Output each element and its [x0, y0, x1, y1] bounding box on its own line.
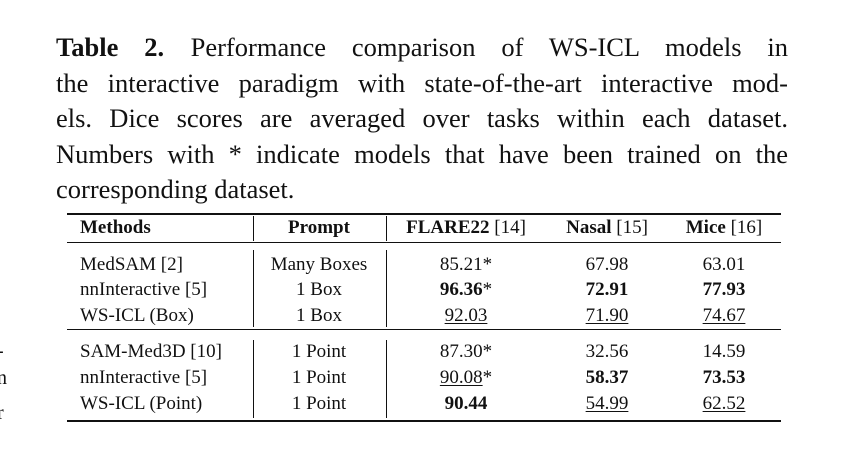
cell-value: 1 Point	[291, 393, 347, 414]
table-cell: nnInteractive [5]	[80, 367, 207, 389]
cell-value: 71.90	[585, 305, 629, 326]
margin-fragment: n	[0, 367, 7, 389]
cell-note: *	[482, 279, 493, 300]
table-cell: WS-ICL (Point)	[80, 393, 202, 415]
header-cell: FLARE22 [14]	[366, 217, 566, 239]
header-name: FLARE22	[406, 217, 490, 238]
cell-value: 67.98	[585, 254, 629, 275]
header-cell: Methods	[80, 217, 151, 239]
table-cell: 92.03	[366, 305, 566, 327]
cell-value: 72.91	[585, 279, 629, 300]
column-divider	[386, 216, 387, 241]
table-cell: 14.59	[624, 341, 824, 363]
header-cell: Mice [16]	[624, 217, 824, 239]
cell-value: nnInteractive [5]	[80, 279, 208, 300]
table-cell: MedSAM [2]	[80, 254, 183, 276]
cell-value: MedSAM [2]	[80, 254, 183, 275]
table-cell: 54.99	[507, 393, 707, 415]
table-cell: 1 Point	[219, 367, 419, 389]
cell-value: 90.44	[444, 393, 488, 414]
table-cell: 32.56	[507, 341, 707, 363]
column-divider	[253, 250, 254, 327]
cell-value: 63.01	[702, 254, 746, 275]
table-cell: 1 Point	[219, 341, 419, 363]
column-divider	[253, 340, 254, 418]
cell-value: SAM-Med3D [10]	[80, 341, 222, 362]
cell-value: 58.37	[585, 367, 629, 388]
cell-value: 54.99	[585, 393, 629, 414]
cell-value: 62.52	[702, 393, 746, 414]
cell-note: *	[482, 341, 493, 362]
header-ref: [14]	[494, 217, 526, 238]
header-ref: [16]	[730, 217, 763, 238]
cell-value: 73.53	[702, 367, 746, 388]
column-divider	[386, 250, 387, 327]
cell-value: 92.03	[444, 305, 488, 326]
cell-value: 32.56	[585, 341, 629, 362]
margin-fragment: r	[0, 402, 4, 424]
cell-value: 1 Point	[291, 341, 347, 362]
header-name: Methods	[80, 217, 151, 238]
cell-value: 14.59	[702, 341, 746, 362]
cell-value: 1 Box	[296, 305, 342, 326]
column-divider	[253, 216, 254, 241]
table-cell: WS-ICL (Box)	[80, 305, 194, 327]
table-cell: 73.53	[624, 367, 824, 389]
header-cell: Prompt	[219, 217, 419, 239]
cell-value: WS-ICL (Box)	[80, 305, 194, 326]
table-cell: 77.93	[624, 279, 824, 301]
table-cell: 85.21*	[366, 254, 566, 276]
table-cell: 1 Box	[219, 305, 419, 327]
cell-value: 85.21	[439, 254, 483, 275]
caption-label: Table 2.	[56, 32, 165, 62]
table-cell: SAM-Med3D [10]	[80, 341, 222, 363]
caption-line: Numbers with * indicate models that have…	[56, 139, 788, 169]
cell-note: *	[482, 367, 493, 388]
header-cell: Nasal [15]	[507, 217, 707, 239]
cell-note: *	[482, 254, 493, 275]
top-rule	[67, 213, 781, 215]
header-ref: [15]	[616, 217, 648, 238]
cell-value: WS-ICL (Point)	[80, 393, 203, 414]
table-cell: 90.08*	[366, 367, 566, 389]
header-rule	[67, 242, 781, 243]
table-cell: 74.67	[624, 305, 824, 327]
table-cell: 1 Box	[219, 279, 419, 301]
header-name: Prompt	[288, 217, 350, 238]
cell-value: 90.08	[439, 367, 483, 388]
table-cell: 63.01	[624, 254, 824, 276]
table-cell: 90.44	[366, 393, 566, 415]
cell-value: 74.67	[702, 305, 746, 326]
header-name: Mice	[685, 217, 726, 238]
table-cell: nnInteractive [5]	[80, 279, 207, 301]
cell-value: nnInteractive [5]	[80, 367, 208, 388]
table-cell: 1 Point	[219, 393, 419, 415]
cell-value: Many Boxes	[270, 254, 368, 275]
table-cell: 58.37	[507, 367, 707, 389]
caption-line: els. Dice scores are averaged over tasks…	[56, 103, 788, 133]
cell-value: 1 Point	[291, 367, 347, 388]
table-cell: 96.36*	[366, 279, 566, 301]
table-cell: Many Boxes	[219, 254, 419, 276]
margin-fragment: -	[0, 340, 4, 363]
cell-value: 77.93	[702, 279, 746, 300]
header-name: Nasal	[566, 217, 612, 238]
cell-value: 87.30	[439, 341, 483, 362]
caption-line: the interactive paradigm with state-of-t…	[56, 68, 788, 98]
table-cell: 71.90	[507, 305, 707, 327]
cell-value: 96.36	[439, 279, 483, 300]
caption-text: Performance comparison of WS-ICL models …	[190, 32, 789, 62]
caption-line: corresponding dataset.	[56, 174, 295, 204]
cell-value: 1 Box	[296, 279, 342, 300]
table-cell: 62.52	[624, 393, 824, 415]
mid-rule	[67, 329, 781, 330]
bottom-rule	[67, 420, 781, 422]
table-cell: 72.91	[507, 279, 707, 301]
caption-line: Table 2. Performance comparison of WS-IC…	[56, 32, 788, 62]
table-cell: 67.98	[507, 254, 707, 276]
column-divider	[386, 340, 387, 418]
table-cell: 87.30*	[366, 341, 566, 363]
